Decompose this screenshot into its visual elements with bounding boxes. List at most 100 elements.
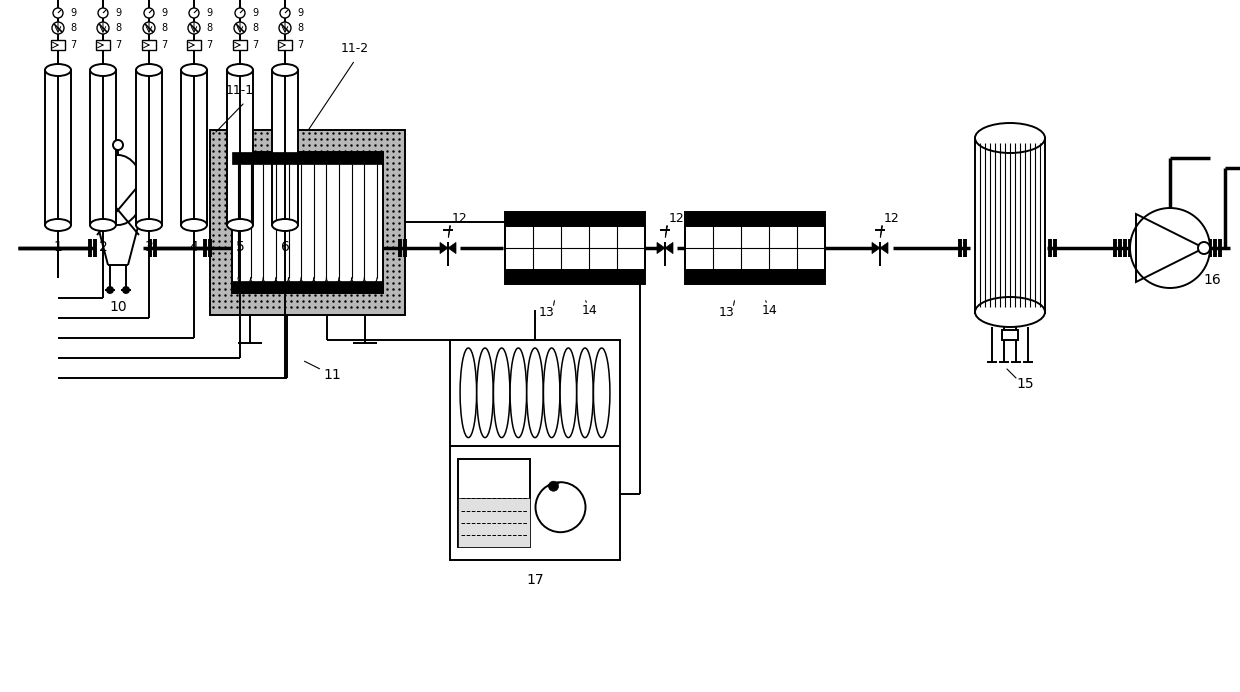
Ellipse shape [136,64,162,76]
Bar [458,459,529,547]
Ellipse shape [476,348,494,437]
Ellipse shape [460,348,476,437]
Text: 11-2: 11-2 [341,42,370,55]
Text: 9: 9 [69,8,76,18]
Polygon shape [440,242,448,253]
Text: 9: 9 [252,8,258,18]
Text: 11: 11 [324,368,341,382]
Circle shape [234,22,246,34]
Bar [232,281,383,293]
Text: 16: 16 [1203,273,1221,287]
Bar [458,498,529,547]
Text: 12: 12 [670,212,684,224]
Bar [505,212,645,226]
Text: 8: 8 [206,23,212,33]
Polygon shape [665,242,673,253]
Bar [232,152,383,164]
Text: 13: 13 [719,307,735,320]
Circle shape [143,22,155,34]
Polygon shape [872,242,880,253]
Ellipse shape [45,219,71,231]
Text: 12: 12 [453,212,467,224]
Text: 8: 8 [161,23,167,33]
Bar [91,70,117,225]
Text: 7: 7 [69,40,76,50]
Text: 1: 1 [53,240,62,254]
Bar [187,40,201,50]
Circle shape [1198,242,1210,254]
Bar [233,40,247,50]
Circle shape [144,8,154,18]
Ellipse shape [227,219,253,231]
Ellipse shape [510,348,527,437]
Polygon shape [448,242,456,253]
Bar [975,138,1045,313]
Text: 8: 8 [298,23,303,33]
Text: 7: 7 [115,40,122,50]
Circle shape [536,482,585,532]
Bar [505,270,645,284]
Ellipse shape [91,219,117,231]
Text: 11-1: 11-1 [226,84,254,96]
Bar [181,70,207,225]
Ellipse shape [227,64,253,76]
Text: 5: 5 [236,240,244,254]
Bar [1002,330,1018,340]
Bar [232,152,383,293]
Circle shape [53,8,63,18]
Bar [210,130,405,315]
Bar [95,40,110,50]
Polygon shape [880,242,888,253]
Ellipse shape [45,64,71,76]
Bar [51,40,64,50]
Text: 7: 7 [206,40,212,50]
Ellipse shape [181,219,207,231]
Text: 9: 9 [298,8,303,18]
Ellipse shape [494,348,510,437]
Bar [136,70,162,225]
Text: 7: 7 [161,40,167,50]
Ellipse shape [91,64,117,76]
Ellipse shape [181,64,207,76]
Circle shape [279,22,291,34]
Text: 12: 12 [884,212,900,224]
Bar [684,226,825,270]
Bar [272,70,298,225]
Bar [143,40,156,50]
Circle shape [1130,208,1210,288]
Ellipse shape [527,348,543,437]
Bar [684,212,825,284]
Circle shape [280,8,290,18]
Text: 14: 14 [763,304,777,316]
Circle shape [52,22,64,34]
Text: 2: 2 [99,240,108,254]
Text: 8: 8 [69,23,76,33]
Ellipse shape [560,348,577,437]
Ellipse shape [543,348,560,437]
Ellipse shape [975,297,1045,327]
Text: 9: 9 [115,8,122,18]
Text: 10: 10 [109,300,126,314]
Text: 8: 8 [252,23,258,33]
Circle shape [107,287,113,293]
Polygon shape [657,242,665,253]
Bar [227,70,253,225]
Text: 7: 7 [298,40,304,50]
Circle shape [188,8,198,18]
Text: 13: 13 [539,307,554,320]
Circle shape [548,481,558,491]
Circle shape [123,287,129,293]
Text: 7: 7 [252,40,258,50]
Text: 6: 6 [280,240,289,254]
Bar [45,70,71,225]
Bar [278,40,291,50]
Ellipse shape [594,348,610,437]
Circle shape [188,22,200,34]
Bar [684,212,825,226]
Bar [505,226,645,270]
Bar [505,212,645,284]
Ellipse shape [272,219,298,231]
Circle shape [113,140,123,150]
Text: 15: 15 [1017,377,1034,391]
Circle shape [98,8,108,18]
